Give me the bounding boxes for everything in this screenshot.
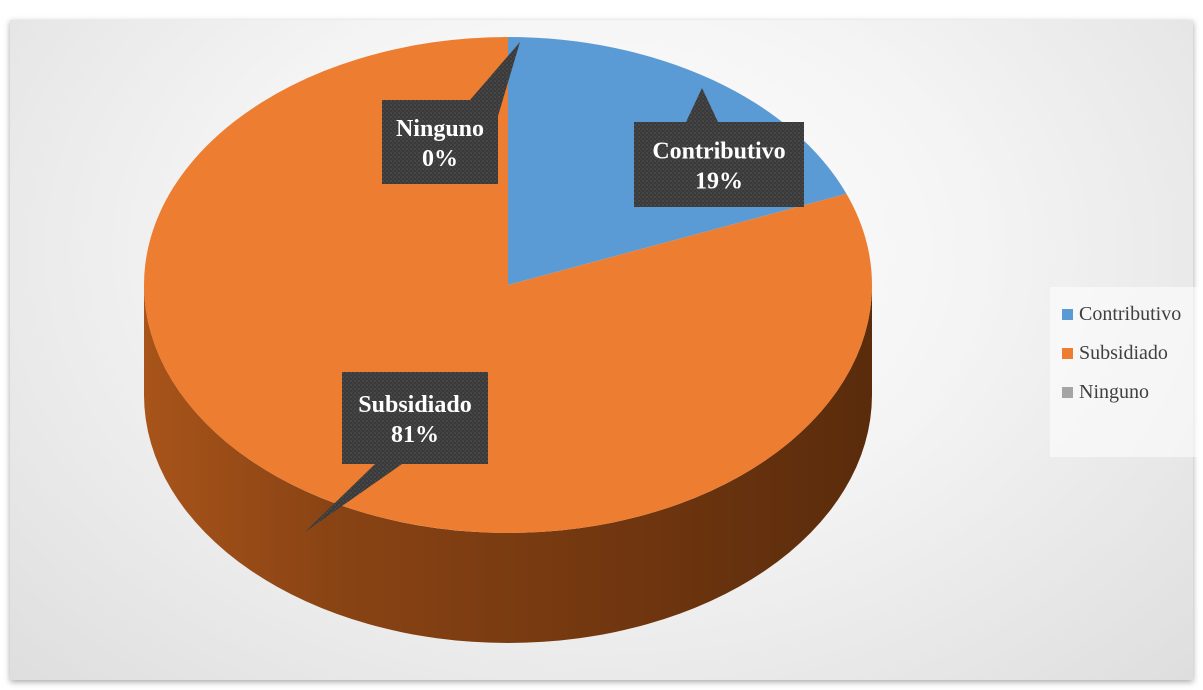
chart-area: Contributivo 19% Subsidiado 81% Ninguno 0% Co…: [10, 20, 1203, 680]
legend-label-ninguno: Ninguno: [1079, 380, 1149, 403]
legend-label-contributivo: Contributivo: [1079, 302, 1182, 325]
legend-item-subsidiado: Subsidiado: [1062, 339, 1168, 367]
data-label-pointer-ninguno: [470, 42, 520, 116]
pie-slice-subsidiado: [144, 37, 873, 533]
data-label-percent-ninguno: 0%: [422, 146, 458, 172]
data-label-category-contributivo: Contributivo: [652, 139, 785, 165]
legend-swatch-contributivo: [1062, 308, 1073, 320]
data-label-box-subsidiado: [342, 372, 488, 464]
legend-item-contributivo: Contributivo: [1062, 300, 1181, 328]
data-label-category-ninguno: Ninguno: [396, 116, 484, 142]
data-label-pointer-contributivo: [686, 88, 718, 122]
data-label-percent-contributivo: 19%: [695, 169, 743, 195]
legend-swatch-ninguno: [1062, 386, 1073, 398]
data-label-pointer-subsidiado: [305, 464, 402, 532]
data-label-box-contributivo: [634, 122, 804, 207]
legend-item-ninguno: Ninguno: [1062, 378, 1149, 406]
data-label-ninguno: Ninguno 0%: [382, 42, 520, 184]
legend-swatch-subsidiado: [1062, 347, 1073, 359]
chart-legend: Contributivo Subsidiado Ninguno: [1050, 287, 1203, 457]
legend-label-subsidiado: Subsidiado: [1079, 341, 1168, 364]
data-label-contributivo: Contributivo 19%: [634, 88, 804, 207]
pie-chart: Contributivo 19% Subsidiado 81% Ninguno 0%: [144, 37, 873, 643]
data-label-subsidiado: Subsidiado 81%: [305, 372, 488, 532]
data-label-category-subsidiado: Subsidiado: [358, 392, 471, 418]
data-label-box-ninguno: [382, 100, 498, 184]
data-label-percent-subsidiado: 81%: [391, 422, 439, 448]
pie-side-wall: [144, 285, 872, 643]
